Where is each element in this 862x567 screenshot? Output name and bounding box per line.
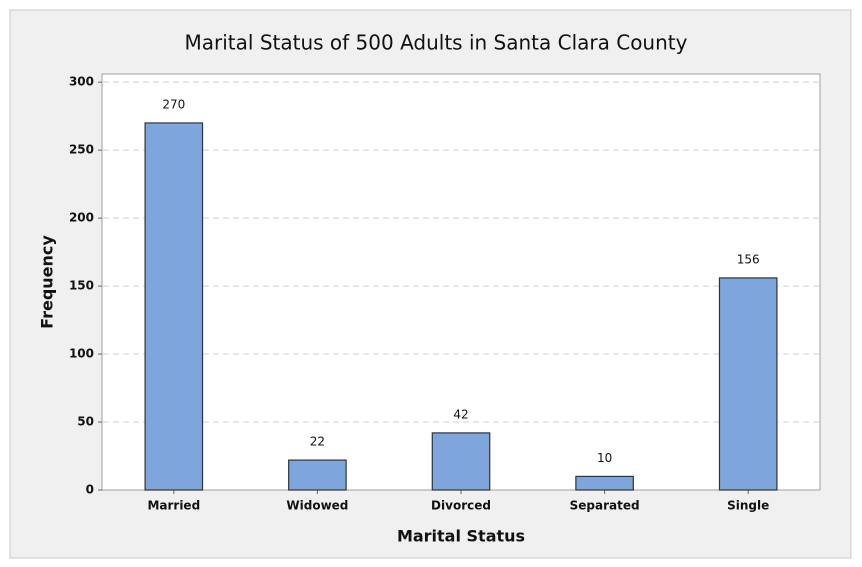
plot-area	[101, 73, 821, 491]
x-tick-label: Divorced	[431, 499, 491, 513]
y-axis-title: Frequency	[38, 235, 57, 329]
x-axis-title: Marital Status	[397, 527, 525, 546]
value-label: 22	[310, 435, 325, 449]
y-tick-label: 250	[69, 143, 94, 157]
y-tick-label: 200	[69, 211, 94, 225]
bar	[575, 475, 634, 491]
value-label: 42	[453, 407, 468, 421]
x-tick-label: Widowed	[286, 499, 348, 513]
bar	[431, 432, 491, 491]
x-tick-label: Separated	[570, 499, 640, 513]
y-tick-label: 0	[86, 483, 94, 497]
x-tick-label: Single	[727, 499, 769, 513]
value-label: 10	[597, 451, 612, 465]
y-tick-label: 300	[69, 75, 94, 89]
bar	[144, 122, 204, 491]
x-tick-label: Married	[147, 499, 200, 513]
value-label: 270	[162, 97, 185, 111]
y-tick-label: 50	[77, 415, 94, 429]
value-label: 156	[737, 252, 760, 266]
chart-title: Marital Status of 500 Adults in Santa Cl…	[185, 31, 688, 55]
bar	[288, 459, 347, 491]
y-tick-label: 150	[69, 279, 94, 293]
y-tick-label: 100	[69, 347, 94, 361]
bar	[718, 277, 778, 491]
